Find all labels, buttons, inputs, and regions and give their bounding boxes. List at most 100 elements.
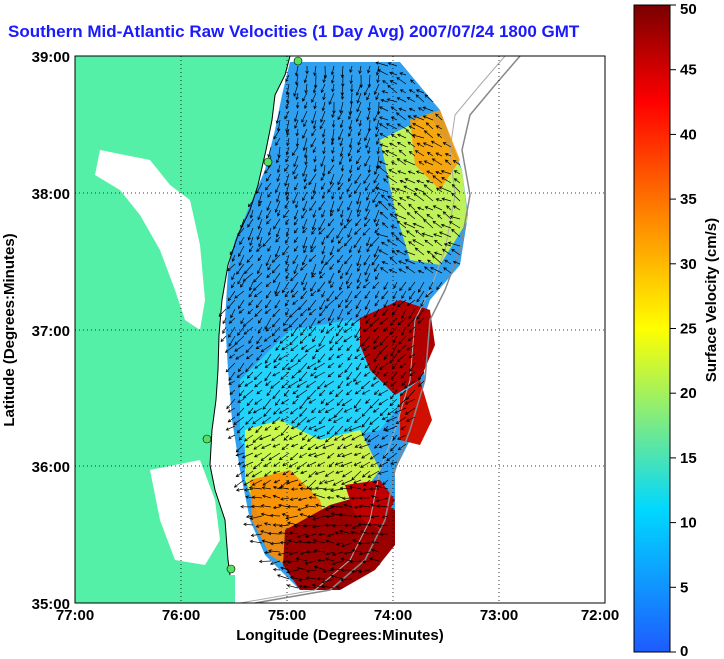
velocity-arrow [377,524,389,528]
velocity-arrow [222,326,227,335]
velocity-arrow [313,164,317,173]
velocity-arrow [362,344,371,352]
velocity-arrow [372,281,380,289]
velocity-arrow [336,353,344,359]
velocity-arrow [301,209,308,219]
velocity-arrow [379,532,389,536]
velocity-arrow [416,179,425,184]
velocity-arrow [388,268,398,274]
velocity-arrow [383,299,389,308]
velocity-arrow [397,123,407,130]
velocity-arrow [318,479,326,485]
velocity-arrow [290,344,299,352]
velocity-arrow [222,317,227,325]
velocity-arrow [277,146,281,159]
velocity-arrow [347,353,353,361]
velocity-arrow [373,263,380,272]
velocity-arrow [348,425,362,432]
x-tick-label: 72:00 [581,607,619,624]
velocity-arrow [357,209,362,218]
velocity-arrow [343,503,353,508]
velocity-arrow [395,416,407,425]
velocity-arrow [337,236,344,244]
velocity-arrow [357,245,362,254]
velocity-arrow [383,353,389,360]
velocity-arrow [417,259,425,265]
velocity-arrow [278,531,290,535]
velocity-arrow [280,497,290,501]
velocity-arrow [411,133,425,139]
velocity-arrow [254,380,263,388]
velocity-arrow [435,198,443,202]
velocity-arrow [347,227,353,239]
velocity-arrow [390,317,398,326]
velocity-arrow [300,290,308,300]
velocity-arrow [381,90,389,94]
x-axis-label: Longitude (Degrees:Minutes) [236,627,444,644]
velocity-arrow [319,272,326,279]
velocity-arrow [355,83,362,96]
velocity-arrow [409,371,416,377]
velocity-arrow [294,182,299,191]
velocity-arrow [295,74,299,86]
velocity-arrow [329,335,335,345]
velocity-arrow [345,272,353,285]
velocity-arrow [305,65,309,75]
velocity-arrow [304,533,317,538]
velocity-arrow [236,407,245,417]
velocity-arrow [381,222,389,229]
velocity-arrow [354,443,362,448]
velocity-arrow [293,110,299,123]
velocity-arrow [370,494,380,499]
velocity-arrow [324,479,335,484]
velocity-arrow [287,380,299,388]
velocity-arrow [382,479,389,485]
velocity-arrow [407,335,416,341]
velocity-arrow [378,200,389,211]
velocity-arrow [240,317,245,325]
velocity-arrow [339,529,353,535]
velocity-arrow [344,362,353,373]
velocity-arrow [330,74,335,84]
velocity-arrow [346,209,353,223]
velocity-arrow [400,371,407,379]
velocity-arrow [259,434,272,441]
velocity-arrow [375,65,380,76]
velocity-arrow [336,245,344,253]
velocity-arrow [265,182,272,191]
velocity-arrow [389,353,398,364]
velocity-arrow [266,218,272,225]
velocity-arrow [354,182,362,195]
velocity-arrow [286,479,299,485]
velocity-arrow [370,548,380,553]
velocity-arrow [360,353,371,361]
velocity-arrow [265,290,272,299]
velocity-arrow [295,101,300,109]
velocity-arrow [296,461,308,470]
velocity-arrow [238,308,245,314]
velocity-arrow [399,362,407,368]
velocity-arrow [416,290,425,303]
velocity-arrow [281,362,290,371]
velocity-arrow [403,222,416,229]
velocity-arrow [356,254,362,267]
velocity-arrow [236,371,245,378]
velocity-arrow [329,344,335,351]
velocity-arrow [325,539,335,544]
colorbar-label: Surface Velocity (cm/s) [703,218,720,382]
velocity-arrow [260,452,272,462]
velocity-arrow [285,119,290,133]
velocity-arrow [371,254,380,266]
velocity-arrow [330,567,344,571]
velocity-arrow [346,416,353,423]
velocity-arrow [355,218,362,227]
velocity-arrow [414,210,425,220]
velocity-arrow [356,200,362,214]
velocity-arrow [389,80,398,85]
velocity-arrow [453,178,461,184]
velocity-arrow [327,371,335,378]
velocity-arrow [343,523,353,528]
velocity-arrow [367,470,380,478]
velocity-arrow [353,505,362,509]
velocity-arrow [302,236,308,249]
